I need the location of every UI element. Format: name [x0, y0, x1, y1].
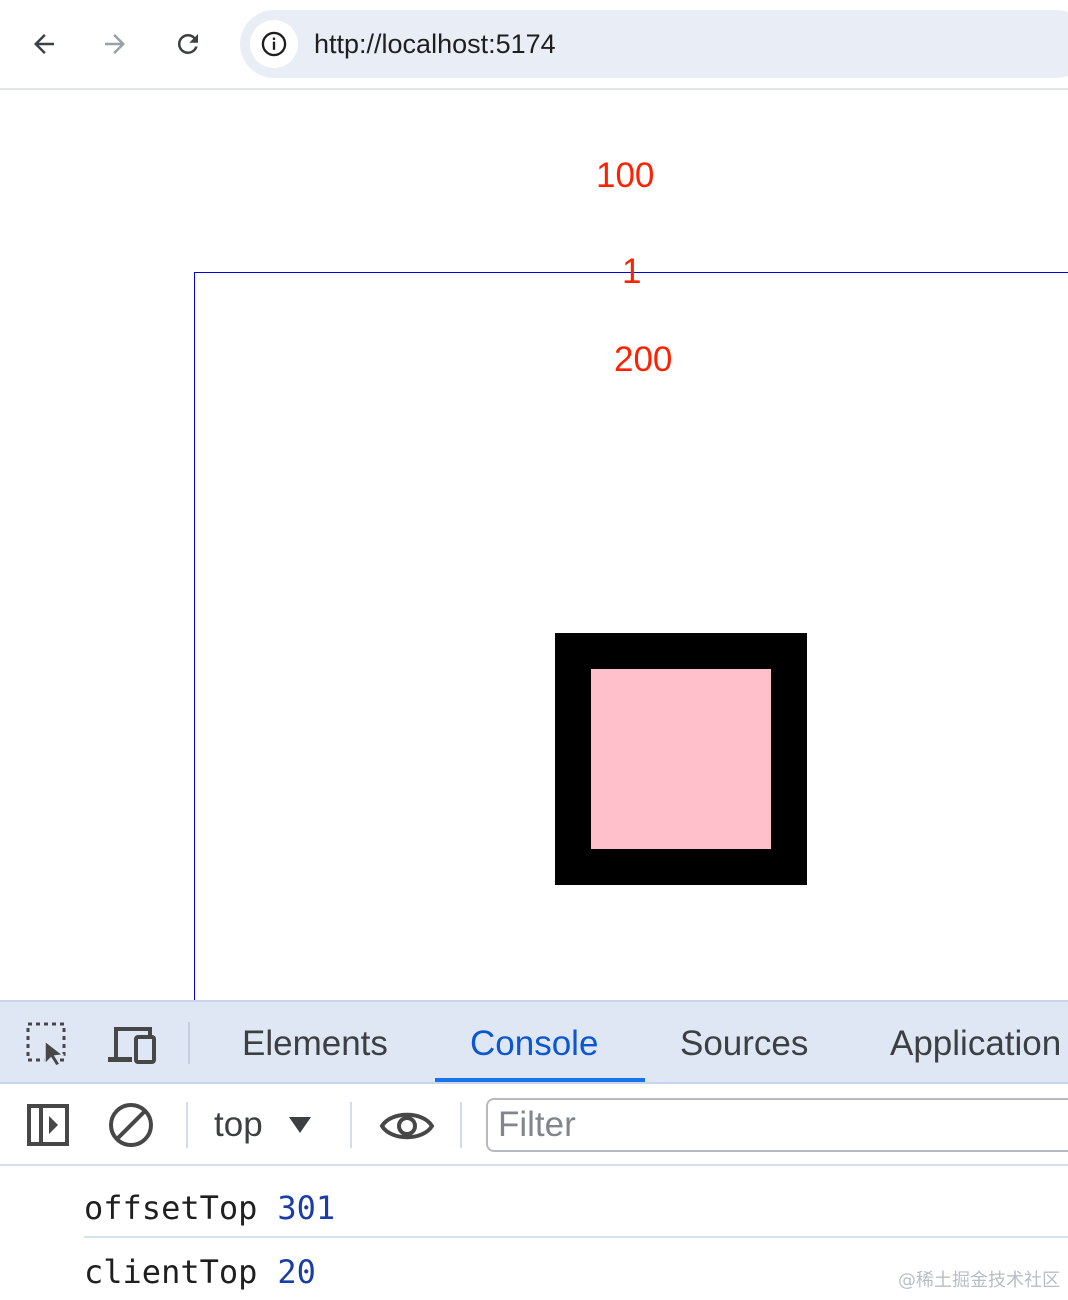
tab-console[interactable]: Console — [470, 1024, 599, 1063]
page-viewport: 100 1 200 — [0, 90, 1068, 1000]
address-bar[interactable]: http://localhost:5174 — [240, 10, 1068, 78]
reload-button[interactable] — [166, 22, 210, 66]
reload-icon — [177, 33, 198, 54]
tab-sources[interactable]: Sources — [680, 1024, 809, 1063]
watermark: @稀土掘金技术社区 — [898, 1270, 1060, 1291]
sidebar-toggle-icon — [27, 1104, 69, 1146]
arrow-right-icon — [105, 34, 125, 54]
info-icon — [261, 31, 287, 57]
tabbar-divider — [188, 1022, 190, 1064]
label-200: 200 — [614, 340, 673, 379]
inspect-element-button[interactable] — [24, 1020, 72, 1068]
url-text[interactable]: http://localhost:5174 — [314, 29, 556, 59]
log-label: offsetTop — [84, 1189, 258, 1227]
label-1: 1 — [622, 252, 642, 291]
site-info-button[interactable] — [250, 20, 298, 68]
js-context-select[interactable]: top — [214, 1098, 311, 1152]
toolbar-divider — [186, 1102, 188, 1148]
label-100: 100 — [596, 156, 655, 195]
log-label: clientTop — [84, 1253, 258, 1291]
tab-application[interactable]: Application — [890, 1024, 1062, 1063]
outer-container-box — [194, 272, 1068, 1000]
device-toolbar-button[interactable] — [106, 1020, 158, 1068]
log-value: 301 — [277, 1189, 336, 1227]
console-message: clientTop 20 — [84, 1244, 1068, 1300]
clear-console-button[interactable] — [106, 1100, 156, 1150]
back-button[interactable] — [22, 22, 66, 66]
browser-toolbar: http://localhost:5174 — [0, 0, 1068, 90]
console-filter-input[interactable] — [486, 1098, 1068, 1152]
toolbar-divider — [460, 1102, 462, 1148]
devtools-tabbar: Elements Console Sources Application — [0, 1002, 1068, 1084]
console-messages: offsetTop 301 clientTop 20 — [0, 1166, 1068, 1300]
arrow-left-icon — [34, 34, 54, 54]
eye-icon — [379, 1112, 435, 1140]
live-expression-button[interactable] — [378, 1104, 436, 1148]
context-label: top — [214, 1105, 263, 1144]
device-toolbar-icon — [108, 1027, 156, 1064]
inspect-element-icon — [26, 1022, 66, 1067]
bordered-square — [555, 633, 807, 885]
dropdown-triangle-icon — [288, 1117, 311, 1133]
devtools-panel: Elements Console Sources Application — [0, 1000, 1068, 1300]
console-message: offsetTop 301 — [84, 1180, 1068, 1238]
toolbar-divider — [350, 1102, 352, 1148]
active-tab-indicator — [435, 1078, 645, 1082]
console-toolbar: top — [0, 1084, 1068, 1166]
log-value: 20 — [277, 1253, 316, 1291]
tab-elements[interactable]: Elements — [242, 1024, 388, 1063]
clear-console-icon — [109, 1103, 153, 1147]
show-sidebar-button[interactable] — [24, 1102, 72, 1148]
forward-button[interactable] — [93, 22, 137, 66]
square-content — [591, 669, 771, 849]
